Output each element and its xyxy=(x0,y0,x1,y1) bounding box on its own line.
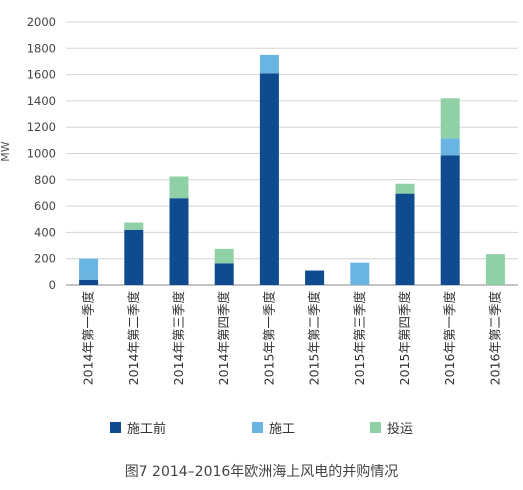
x-tick-label: 2015年第三季度 xyxy=(352,291,367,386)
legend-swatch xyxy=(110,421,121,433)
x-tick-label: 2015年第四季度 xyxy=(397,291,412,386)
legend-swatch xyxy=(252,421,263,433)
bar-segment xyxy=(79,258,99,280)
y-tick-label: 1000 xyxy=(27,147,56,161)
y-tick-label: 200 xyxy=(34,252,56,266)
bar-segment xyxy=(79,279,99,285)
x-tick-label: 2014年第四季度 xyxy=(216,291,231,386)
x-tick-label: 2014年第一季度 xyxy=(81,291,96,386)
y-tick-label: 1200 xyxy=(27,120,56,134)
bar-segment xyxy=(395,183,415,194)
bar-segment xyxy=(440,155,460,285)
legend-item-construction: 施工 xyxy=(252,418,296,437)
bar-segment xyxy=(350,262,370,285)
bar-segment xyxy=(440,138,460,156)
y-tick-label: 2000 xyxy=(27,15,56,29)
y-tick-label: 0 xyxy=(49,278,56,292)
bar-segment xyxy=(214,263,234,285)
x-tick-label: 2014年第三季度 xyxy=(171,291,186,386)
bar-segment xyxy=(440,98,460,139)
y-axis-label: MW xyxy=(0,141,12,161)
legend-label: 施工 xyxy=(269,421,296,437)
bar-segment xyxy=(395,193,415,285)
bar-segment xyxy=(259,54,279,74)
legend-label: 投运 xyxy=(387,421,414,437)
y-tick-label: 800 xyxy=(34,173,56,187)
x-tick-label: 2016年第一季度 xyxy=(442,291,457,386)
bar-segment xyxy=(169,198,189,285)
y-tick-label: 1600 xyxy=(27,68,56,82)
legend-label: 施工前 xyxy=(127,421,167,437)
bar-segment xyxy=(305,270,325,285)
bar-chart: 0 200 400 600 800 1000 1200 1400 1600 1800 2000 MW… xyxy=(0,15,518,386)
y-tick-label: 1400 xyxy=(27,94,56,108)
x-tick-label: 2015年第一季度 xyxy=(261,291,276,386)
bar-segment xyxy=(485,254,505,285)
legend: 施工前 施工 投运 xyxy=(0,418,523,437)
x-tick-label: 2014年第二季度 xyxy=(126,291,141,386)
bar-segment xyxy=(259,73,279,285)
y-axis-ticks: 0 200 400 600 800 1000 1200 1400 1600 1800 2000 xyxy=(27,15,56,292)
bar-segment xyxy=(124,229,144,285)
x-tick-label: 2015年第二季度 xyxy=(307,291,322,386)
bar-segment xyxy=(214,248,234,264)
x-tick-label: 2016年第二季度 xyxy=(487,291,502,386)
y-tick-label: 1800 xyxy=(27,41,56,55)
bars xyxy=(79,54,505,285)
y-tick-label: 400 xyxy=(34,225,56,239)
bar-segment xyxy=(124,222,144,230)
figure-caption: 图7 2014–2016年欧洲海上风电的并购情况 xyxy=(124,464,399,480)
bar-segment xyxy=(169,176,189,199)
legend-item-operational: 投运 xyxy=(370,418,414,437)
legend-swatch xyxy=(370,421,381,433)
y-tick-label: 600 xyxy=(34,199,56,213)
x-axis-ticks: 2014年第一季度 2014年第二季度 2014年第三季度 2014年第四季度 2015… xyxy=(81,291,503,386)
legend-item-pre-construction: 施工前 xyxy=(110,418,167,437)
